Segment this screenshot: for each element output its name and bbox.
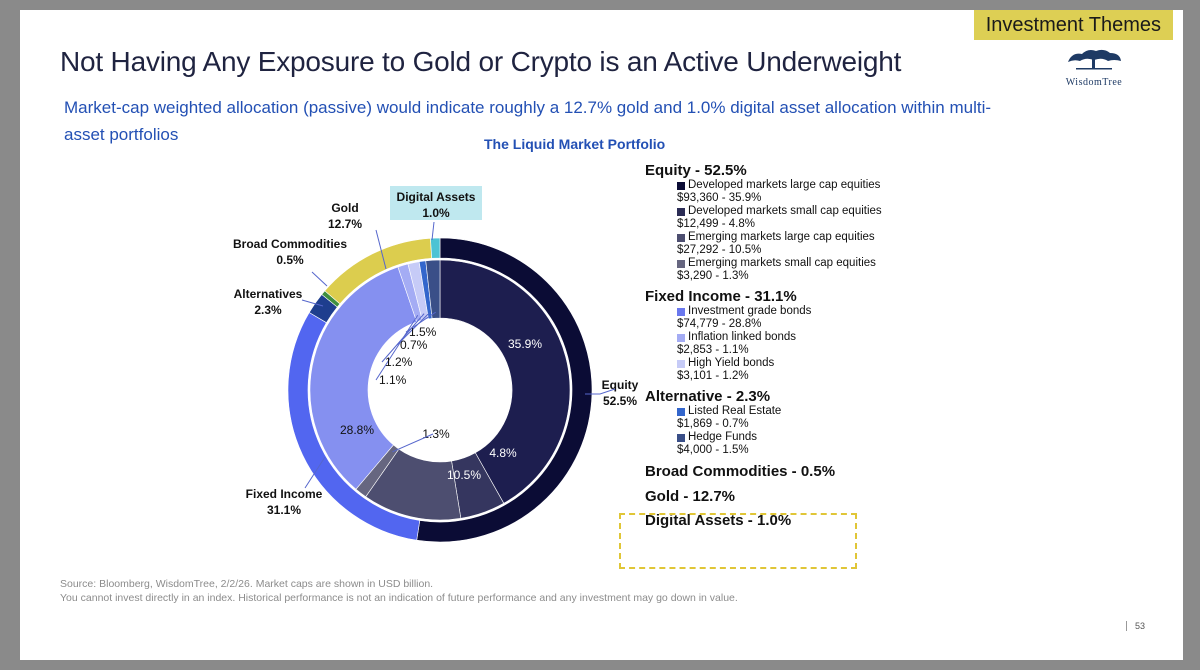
page-title: Not Having Any Exposure to Gold or Crypt…	[60, 46, 902, 77]
legend-swatch	[677, 408, 685, 416]
inner-label: 28.8%	[340, 423, 374, 437]
inner-leader-line	[381, 313, 425, 363]
disclaimer-line: You cannot invest directly in an index. …	[60, 592, 738, 604]
outer-leader-line	[431, 221, 435, 241]
legend-item-name: Emerging markets large cap equities	[688, 231, 875, 243]
legend-swatch	[677, 260, 685, 268]
legend-item-value: $3,290 - 1.3%	[677, 270, 749, 282]
highlight-box	[619, 513, 857, 569]
outer-label: Equity 52.5%	[602, 378, 639, 408]
legend-item-name: Hedge Funds	[688, 431, 758, 443]
legend-group-heading: Gold - 12.7%	[645, 488, 736, 505]
logo-text: WisdomTree	[1065, 77, 1123, 88]
digital-assets-outer-slice	[430, 237, 441, 259]
legend-item: Emerging markets large cap equities $27,2…	[645, 231, 1045, 257]
inner-label: 35.9%	[508, 337, 542, 351]
legend-item-value: $74,779 - 28.8%	[677, 318, 762, 330]
legend-item: Listed Real Estate $1,869 - 0.7%	[645, 405, 1045, 431]
legend-swatch	[677, 234, 685, 242]
wisdomtree-logo: WisdomTree	[1050, 48, 1138, 88]
legend-item-name: Developed markets large cap equities	[688, 179, 881, 191]
legend-group-heading: Alternative - 2.3%	[645, 388, 771, 405]
legend-group-heading: Digital Assets - 1.0%	[645, 512, 792, 529]
page-number: 53	[1125, 621, 1145, 631]
developed-markets-large-cap-equities-inner-slice	[439, 259, 571, 504]
outer-label: Gold 12.7%	[328, 201, 362, 231]
legend-swatch	[677, 334, 685, 342]
legend-item-name: Developed markets small cap equities	[688, 205, 882, 217]
outer-label: Broad Commodities 0.5%	[233, 237, 347, 267]
legend-item: Emerging markets small cap equities $3,29…	[645, 257, 1045, 283]
legend-swatch	[677, 208, 685, 216]
legend-item-name: Investment grade bonds	[688, 305, 812, 317]
legend-swatch	[677, 308, 685, 316]
outer-leader-line	[375, 229, 387, 270]
inner-label: 1.1%	[379, 373, 407, 387]
legend-item-value: $93,360 - 35.9%	[677, 192, 762, 204]
inner-label: 1.3%	[422, 427, 450, 441]
inner-leader-line	[375, 314, 419, 381]
legend-item-value: $3,101 - 1.2%	[677, 370, 749, 382]
tree-icon	[1068, 49, 1121, 70]
legend-group-heading: Fixed Income - 31.1%	[645, 288, 797, 305]
outer-leader-line	[304, 456, 326, 489]
investment-grade-bonds-inner-slice	[309, 266, 418, 490]
legend-item: Inflation linked bonds $2,853 - 1.1%	[645, 331, 1045, 357]
donut-chart: 35.9% 4.8% 10.5% 1.3% 28.8% 1.1% 1.2% 0.7%1.5% E…	[233, 186, 639, 543]
legend-item: High Yield bonds $3,101 - 1.2%	[645, 357, 1045, 383]
legend-item: Investment grade bonds $74,779 - 28.8%	[645, 305, 1045, 331]
legend-item-name: Listed Real Estate	[688, 405, 782, 417]
legend-item-value: $2,853 - 1.1%	[677, 344, 749, 356]
inner-leader-line	[392, 433, 434, 453]
chart-title: The Liquid Market Portfolio	[484, 136, 666, 152]
outer-leader-line	[585, 388, 616, 395]
legend-item-value: $1,869 - 0.7%	[677, 418, 749, 430]
legend-item-name: Emerging markets small cap equities	[688, 257, 876, 269]
source-note: Source: Bloomberg, WisdomTree, 2/2/26. M…	[60, 577, 738, 605]
inner-leader-line	[396, 312, 430, 346]
legend-item-name: Inflation linked bonds	[688, 331, 797, 343]
outer-leader-line	[301, 299, 324, 307]
digital-assets-label-box	[390, 186, 482, 220]
chart-legend: Equity - 52.5% Developed markets large ca…	[645, 160, 1045, 529]
legend-group-heading: Equity - 52.5%	[645, 162, 747, 179]
outer-label: Fixed Income 31.1%	[246, 487, 323, 517]
outer-label: Digital Assets 1.0%	[397, 190, 476, 220]
legend-item: Developed markets large cap equities $93,…	[645, 179, 1045, 205]
legend-item: Developed markets small cap equities $12,…	[645, 205, 1045, 231]
outer-leader-line	[311, 271, 328, 287]
subtitle: Market-cap weighted allocation (passive)…	[64, 98, 992, 144]
inner-label: 1.2%	[385, 355, 413, 369]
legend-item-name: High Yield bonds	[688, 357, 775, 369]
inner-label: 10.5%	[447, 468, 481, 482]
legend-item-value: $12,499 - 4.8%	[677, 218, 756, 230]
outer-label: Alternatives 2.3%	[234, 287, 303, 317]
hedge-funds-inner-slice	[425, 259, 441, 319]
legend-swatch	[677, 360, 685, 368]
legend-item-value: $27,292 - 10.5%	[677, 244, 762, 256]
inner-label: 4.8%	[489, 446, 517, 460]
inner-label: 1.5%	[409, 325, 437, 339]
legend-group-heading: Broad Commodities - 0.5%	[645, 463, 836, 480]
legend-item: Hedge Funds $4,000 - 1.5%	[645, 431, 1045, 457]
inner-label: 0.7%	[400, 338, 428, 352]
inner-leader-line	[405, 311, 436, 333]
legend-item-value: $4,000 - 1.5%	[677, 444, 749, 456]
slide: Investment Themes Not Having Any Exposur…	[20, 10, 1183, 660]
source-line: Source: Bloomberg, WisdomTree, 2/2/26. M…	[60, 578, 434, 590]
section-tag: Investment Themes	[973, 10, 1173, 40]
legend-swatch	[677, 182, 685, 190]
legend-swatch	[677, 434, 685, 442]
